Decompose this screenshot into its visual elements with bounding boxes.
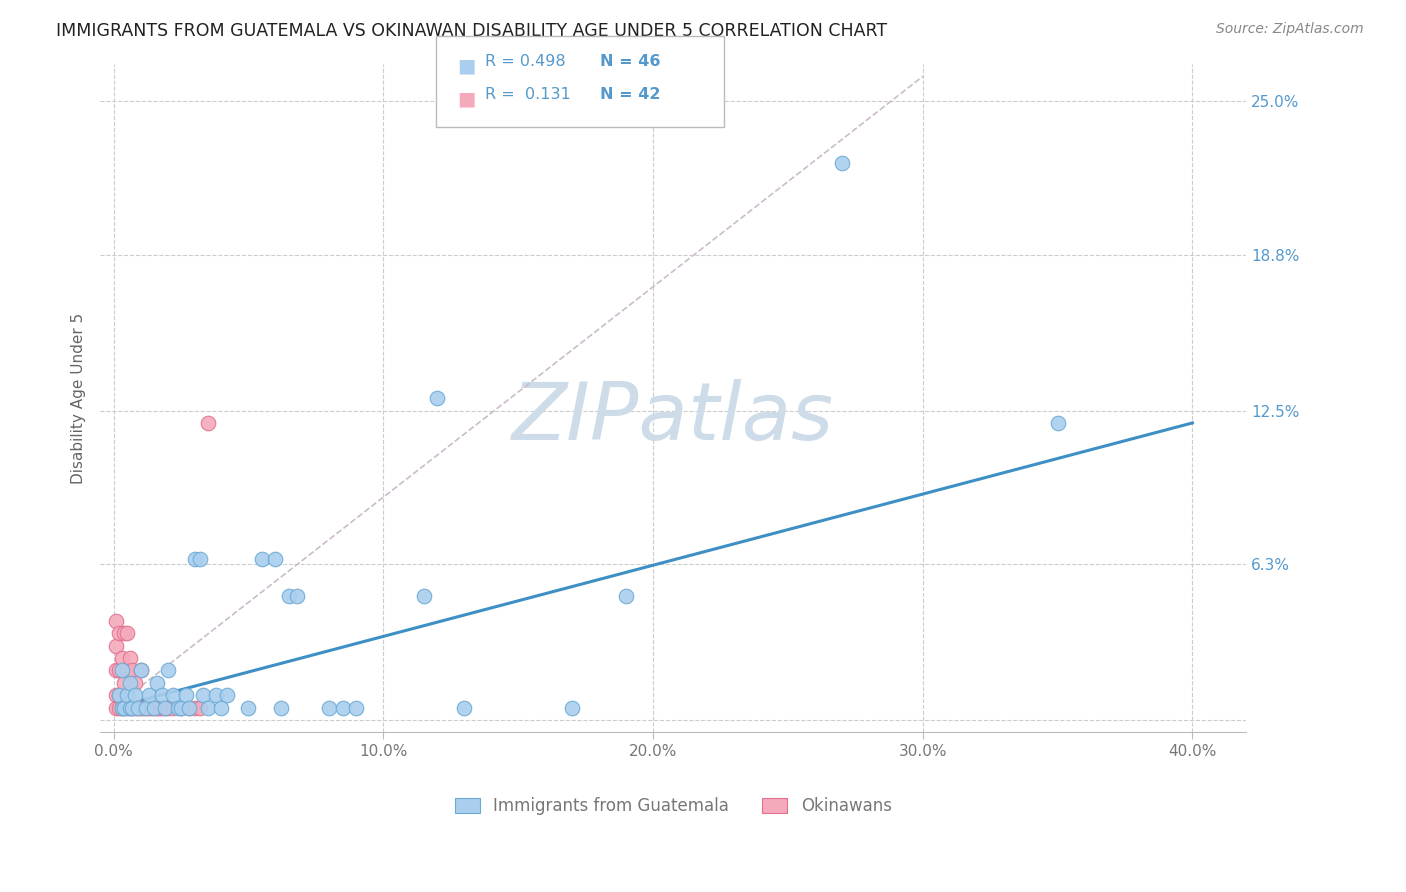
Point	[105, 639, 128, 653]
Text: N = 42: N = 42	[600, 87, 661, 102]
Point	[143, 700, 166, 714]
Point	[135, 700, 157, 714]
Point	[127, 700, 149, 714]
Point	[118, 675, 141, 690]
Point	[105, 664, 128, 678]
Point	[112, 675, 135, 690]
Point	[141, 700, 163, 714]
Text: IMMIGRANTS FROM GUATEMALA VS OKINAWAN DISABILITY AGE UNDER 5 CORRELATION CHART: IMMIGRANTS FROM GUATEMALA VS OKINAWAN DI…	[56, 22, 887, 40]
Point	[138, 688, 160, 702]
Point	[115, 664, 138, 678]
Point	[111, 700, 134, 714]
Point	[264, 552, 287, 566]
Point	[108, 626, 131, 640]
Point	[179, 700, 201, 714]
Text: ZIPatlas: ZIPatlas	[512, 379, 834, 458]
Point	[124, 700, 146, 714]
Point	[118, 700, 141, 714]
Point	[215, 688, 238, 702]
Point	[205, 688, 228, 702]
Point	[344, 700, 367, 714]
Point	[105, 614, 128, 628]
Point	[170, 700, 193, 714]
Point	[118, 700, 141, 714]
Point	[162, 700, 184, 714]
Point	[153, 700, 176, 714]
Text: R =  0.131: R = 0.131	[485, 87, 571, 102]
Point	[270, 700, 292, 714]
Point	[150, 700, 173, 714]
Point	[105, 700, 128, 714]
Point	[238, 700, 260, 714]
Point	[112, 700, 135, 714]
Point	[197, 416, 219, 430]
Point	[831, 156, 853, 170]
Point	[277, 589, 299, 603]
Point	[121, 700, 143, 714]
Point	[108, 688, 131, 702]
Point	[176, 688, 198, 702]
Point	[145, 675, 167, 690]
Point	[191, 688, 214, 702]
Point	[332, 700, 354, 714]
Point	[121, 664, 143, 678]
Point	[188, 700, 211, 714]
Point	[162, 688, 184, 702]
Text: Source: ZipAtlas.com: Source: ZipAtlas.com	[1216, 22, 1364, 37]
Point	[453, 700, 475, 714]
Point	[108, 700, 131, 714]
Point	[183, 552, 205, 566]
Point	[153, 700, 176, 714]
Point	[143, 700, 166, 714]
Point	[250, 552, 273, 566]
Point	[170, 700, 193, 714]
Point	[129, 664, 152, 678]
Point	[115, 688, 138, 702]
Point	[148, 700, 170, 714]
Point	[129, 700, 152, 714]
Point	[614, 589, 637, 603]
Point	[127, 700, 149, 714]
Text: ■: ■	[457, 89, 475, 108]
Point	[115, 626, 138, 640]
Point	[124, 675, 146, 690]
Point	[108, 664, 131, 678]
Point	[412, 589, 434, 603]
Point	[115, 700, 138, 714]
Point	[150, 688, 173, 702]
Point	[183, 700, 205, 714]
Point	[285, 589, 308, 603]
Text: ■: ■	[457, 56, 475, 75]
Point	[118, 651, 141, 665]
Point	[111, 700, 134, 714]
Point	[111, 651, 134, 665]
Point	[1046, 416, 1069, 430]
Point	[124, 688, 146, 702]
Point	[121, 700, 143, 714]
Legend: Immigrants from Guatemala, Okinawans: Immigrants from Guatemala, Okinawans	[449, 790, 898, 822]
Point	[426, 391, 449, 405]
Text: N = 46: N = 46	[600, 54, 661, 69]
Point	[156, 664, 179, 678]
Point	[188, 552, 211, 566]
Point	[561, 700, 583, 714]
Point	[112, 700, 135, 714]
Point	[318, 700, 340, 714]
Point	[211, 700, 233, 714]
Point	[197, 700, 219, 714]
Point	[145, 700, 167, 714]
Point	[111, 664, 134, 678]
Point	[167, 700, 190, 714]
Point	[138, 700, 160, 714]
Point	[112, 626, 135, 640]
Point	[132, 700, 155, 714]
Y-axis label: Disability Age Under 5: Disability Age Under 5	[72, 312, 86, 483]
Text: R = 0.498: R = 0.498	[485, 54, 565, 69]
Point	[179, 700, 201, 714]
Point	[135, 700, 157, 714]
Point	[105, 688, 128, 702]
Point	[156, 700, 179, 714]
Point	[129, 664, 152, 678]
Point	[108, 688, 131, 702]
